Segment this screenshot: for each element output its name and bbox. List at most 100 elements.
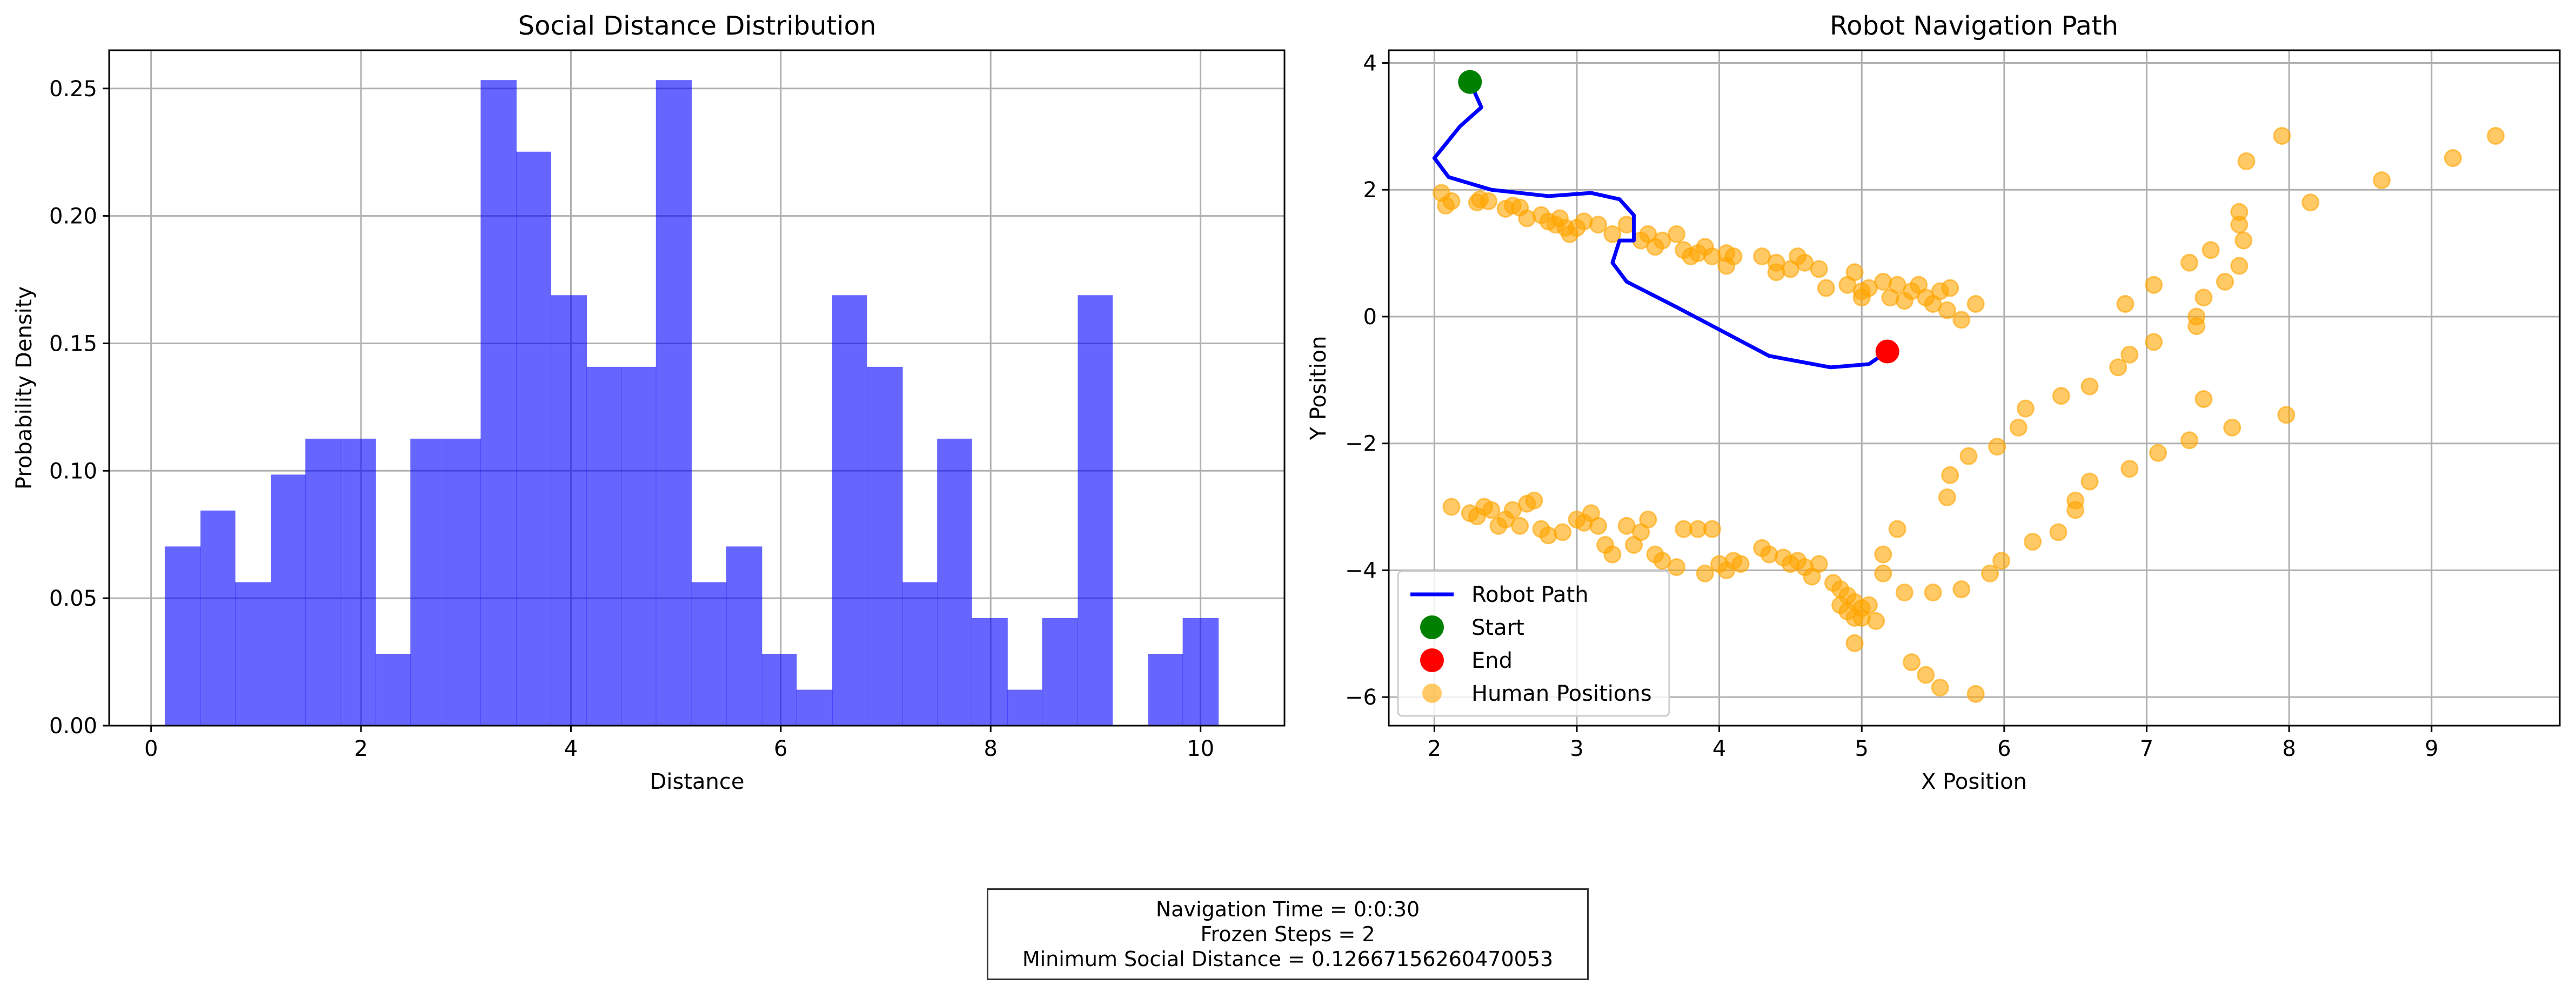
- human-position-point: [1941, 466, 1959, 484]
- human-position-point: [1903, 653, 1921, 672]
- histogram-bar: [972, 618, 1008, 726]
- frozen-steps-text: Frozen Steps = 2: [1200, 922, 1375, 946]
- human-position-point: [1554, 523, 1572, 541]
- navigation-y-tick-label: −4: [1345, 558, 1377, 583]
- robot-path-series: [1432, 79, 1890, 370]
- human-position-point: [1895, 584, 1913, 602]
- navigation-legend: Robot Path Start End Human Positions: [1397, 570, 1670, 717]
- histogram-x-tick-label: 0: [144, 736, 158, 761]
- human-position-point: [1639, 511, 1657, 529]
- navigation-x-tick-label: 4: [1712, 736, 1726, 761]
- human-position-point: [1696, 564, 1714, 582]
- human-position-point: [2080, 472, 2099, 491]
- human-position-point: [1810, 555, 1828, 573]
- human-position-point: [1941, 279, 1959, 297]
- human-position-point: [1724, 247, 1743, 265]
- histogram-bar: [1007, 689, 1042, 726]
- histogram-bar: [1078, 295, 1113, 726]
- histogram-y-tick-label: 0.05: [49, 586, 97, 611]
- human-position-point: [2024, 533, 2042, 551]
- navigation-x-axis-label: X Position: [1921, 769, 2027, 794]
- navigation-y-tick-label: 4: [1363, 51, 1377, 76]
- human-position-point: [1931, 679, 1949, 697]
- human-position-point: [1575, 212, 1593, 231]
- human-position-point: [1589, 517, 1608, 535]
- navigation-time-text: Navigation Time = 0:0:30: [1155, 897, 1420, 921]
- navigation-y-tick-label: 0: [1363, 305, 1377, 330]
- histogram-bar: [691, 582, 727, 726]
- human-position-point: [1966, 294, 1985, 313]
- human-position-point: [2187, 307, 2206, 326]
- human-position-point: [1938, 488, 1956, 506]
- human-position-point: [1482, 501, 1501, 519]
- histogram-panel: 0 2 4 6 8 10 0.00 0.05 0.10 0.15 0.20 0.25 Social D…: [12, 11, 1286, 794]
- human-position-point: [1845, 634, 1864, 652]
- human-position-point: [2444, 149, 2462, 167]
- histogram-bar: [164, 546, 201, 726]
- histogram-bar: [902, 582, 938, 726]
- histogram-bar: [305, 438, 340, 726]
- human-position-point: [1917, 666, 1935, 684]
- navigation-y-tick-label: −2: [1345, 432, 1377, 457]
- human-position-point: [2194, 390, 2213, 408]
- human-position-point: [2180, 253, 2199, 272]
- histogram-x-tick-label: 8: [984, 736, 998, 761]
- human-position-point: [1980, 564, 1999, 582]
- legend-end-swatch: [1420, 648, 1444, 672]
- human-position-point: [1603, 545, 1622, 564]
- human-position-point: [1480, 192, 1498, 210]
- human-position-point: [2145, 333, 2163, 351]
- legend-robot-path-label: Robot Path: [1471, 582, 1589, 607]
- human-position-point: [2230, 203, 2249, 221]
- minimum-social-distance-text: Minimum Social Distance = 0.126671562604…: [1022, 947, 1554, 971]
- end-marker: [1875, 339, 1899, 364]
- histogram-bar: [832, 295, 867, 726]
- start-end-markers: [1458, 70, 1899, 364]
- human-position-point: [2372, 171, 2391, 190]
- histogram-bar: [376, 653, 411, 726]
- navigation-y-tick-label: 2: [1363, 178, 1377, 203]
- human-position-point: [2109, 358, 2127, 377]
- human-position-point: [2009, 418, 2028, 437]
- human-position-point: [1589, 216, 1608, 234]
- histogram-bar: [516, 151, 552, 726]
- human-position-point: [2052, 387, 2070, 405]
- histogram-bar: [200, 510, 236, 726]
- histogram-bar: [235, 582, 271, 726]
- human-position-point: [2180, 431, 2199, 450]
- navigation-stats-box: Navigation Time = 0:0:30 Frozen Steps = …: [987, 888, 1589, 980]
- navigation-x-tick-label: 7: [2140, 736, 2153, 761]
- histogram-y-axis-label: Probability Density: [12, 286, 37, 490]
- histogram-bar: [551, 295, 587, 726]
- legend-human-positions-swatch: [1422, 684, 1442, 703]
- human-position-point: [2277, 406, 2296, 424]
- histogram-x-tick-label: 4: [564, 736, 578, 761]
- human-position-point: [1442, 192, 1461, 210]
- histogram-bar: [340, 438, 376, 726]
- histogram-x-axis-label: Distance: [650, 769, 745, 794]
- human-position-point: [1874, 545, 1892, 564]
- human-position-point: [1525, 491, 1543, 510]
- human-position-point: [2234, 231, 2253, 250]
- histogram-bar: [446, 438, 481, 726]
- human-position-point: [2486, 126, 2505, 145]
- human-position-point: [1511, 517, 1529, 535]
- human-position-point: [1992, 552, 2011, 570]
- histogram-y-tick-label: 0.10: [49, 459, 97, 484]
- human-position-point: [1852, 608, 1871, 627]
- legend-start-label: Start: [1471, 615, 1524, 640]
- histogram-x-tick-label: 6: [774, 736, 787, 761]
- legend-start-swatch: [1420, 615, 1444, 639]
- legend-frame: [1397, 570, 1670, 717]
- human-position-point: [2216, 272, 2234, 291]
- histogram-bar: [271, 474, 306, 726]
- human-position-point: [1668, 558, 1686, 577]
- human-position-point: [1767, 263, 1785, 282]
- histogram-y-tick-label: 0.25: [49, 77, 97, 102]
- human-position-point: [1952, 580, 1971, 599]
- human-position-point: [2016, 399, 2035, 418]
- human-position-point: [1760, 545, 1778, 564]
- histogram-bar: [726, 546, 762, 726]
